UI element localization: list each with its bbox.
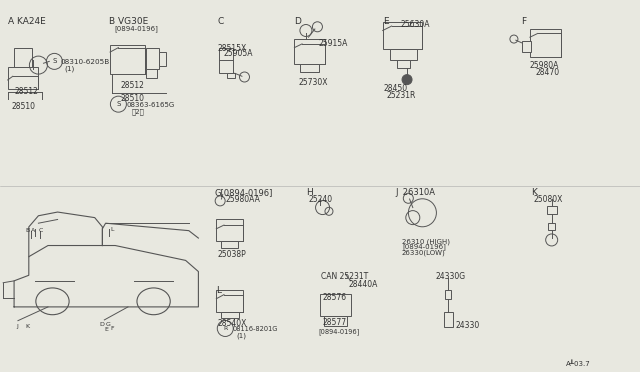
Text: [0894-0196]: [0894-0196] (114, 25, 158, 32)
Text: C: C (218, 17, 224, 26)
Text: 28512: 28512 (14, 87, 38, 96)
Bar (110, 45, 145, 74)
Text: 25980A: 25980A (530, 61, 559, 70)
Text: (1): (1) (64, 65, 74, 71)
Text: [0894-0196]: [0894-0196] (402, 244, 446, 250)
Text: 08116-8201G: 08116-8201G (233, 326, 278, 332)
Bar (397, 60, 410, 68)
Bar (383, 22, 422, 49)
Text: F: F (110, 326, 114, 330)
Text: 28576: 28576 (323, 293, 347, 302)
Bar (14, 48, 32, 67)
Bar (300, 64, 319, 72)
Bar (324, 316, 347, 326)
Text: A: A (31, 228, 35, 232)
Text: CAN 25231T: CAN 25231T (321, 272, 369, 280)
Bar (216, 219, 243, 241)
Bar (547, 206, 557, 214)
Text: 26330(LOW): 26330(LOW) (402, 249, 445, 256)
Text: 25231R: 25231R (387, 91, 416, 100)
Text: H: H (306, 188, 313, 197)
Text: E: E (383, 17, 388, 26)
Bar (219, 48, 233, 73)
Text: 28470: 28470 (535, 68, 559, 77)
Text: S: S (52, 58, 56, 64)
Bar (146, 48, 159, 69)
Text: 08363-6165G: 08363-6165G (127, 102, 175, 108)
Text: R: R (223, 326, 227, 331)
Text: 25630A: 25630A (401, 20, 430, 29)
Text: 28440A: 28440A (349, 280, 378, 289)
Bar (221, 312, 239, 318)
Bar (444, 312, 453, 327)
Text: G: G (106, 322, 111, 327)
Text: A KA24E: A KA24E (8, 17, 45, 26)
Text: 25905A: 25905A (224, 49, 253, 58)
Text: 25080X: 25080X (534, 195, 563, 203)
Text: 28450: 28450 (384, 84, 408, 93)
Text: 08310-6205B: 08310-6205B (61, 59, 110, 65)
Bar (216, 290, 243, 312)
Text: K: K (531, 188, 537, 197)
Text: 26310 (HIGH): 26310 (HIGH) (402, 238, 450, 244)
Text: 25980AA: 25980AA (225, 195, 260, 204)
Bar (159, 52, 166, 66)
Text: F: F (522, 17, 527, 26)
Text: K: K (26, 324, 29, 328)
Bar (548, 223, 555, 230)
Text: 28540X: 28540X (218, 319, 247, 328)
Text: L: L (216, 286, 221, 295)
Text: C: C (38, 228, 43, 232)
Bar (8, 67, 38, 89)
Text: (1): (1) (237, 332, 247, 339)
Text: （2）: （2） (131, 109, 144, 115)
Text: 28512: 28512 (120, 81, 144, 90)
Bar (227, 73, 235, 78)
Bar (445, 290, 451, 299)
Text: 25240: 25240 (308, 195, 333, 203)
Text: 25730X: 25730X (299, 78, 328, 87)
Text: D: D (294, 17, 301, 26)
Text: 28510: 28510 (12, 102, 35, 111)
Bar (221, 241, 238, 248)
Bar (146, 69, 157, 78)
Text: 25915A: 25915A (319, 39, 348, 48)
Text: 24330: 24330 (456, 321, 480, 330)
Text: J  26310A: J 26310A (396, 188, 435, 197)
Text: [0894-0196]: [0894-0196] (318, 328, 359, 335)
Text: 25038P: 25038P (218, 250, 246, 259)
Text: 28515X: 28515X (218, 44, 247, 53)
Text: G[0894-0196]: G[0894-0196] (214, 188, 273, 197)
Text: B VG30E: B VG30E (109, 17, 148, 26)
Bar (294, 39, 325, 64)
Bar (522, 41, 531, 52)
Text: 28577: 28577 (323, 318, 347, 327)
Text: B: B (26, 228, 30, 232)
Text: J: J (16, 324, 18, 328)
Bar (530, 29, 561, 57)
Bar (390, 49, 417, 60)
Text: 24330G: 24330G (435, 272, 465, 280)
Text: 28510: 28510 (120, 94, 145, 103)
Text: L: L (110, 227, 113, 232)
Text: S: S (116, 101, 120, 107)
Circle shape (402, 75, 412, 84)
Text: D: D (99, 322, 104, 327)
Text: E: E (104, 327, 108, 332)
Bar (320, 294, 351, 316)
Text: A┸03.7: A┸03.7 (566, 360, 591, 367)
